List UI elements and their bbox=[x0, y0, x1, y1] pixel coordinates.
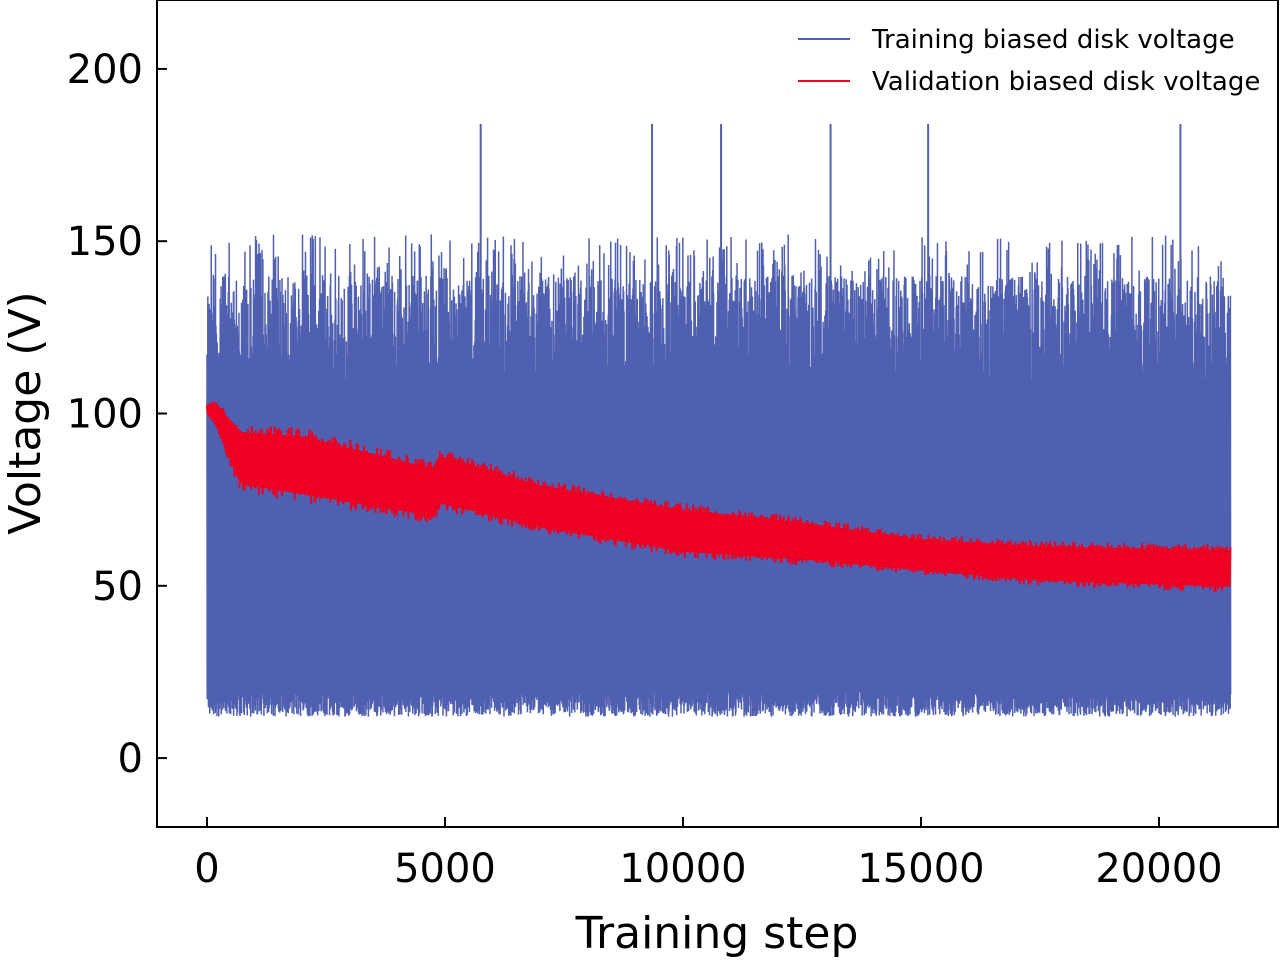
ticks-layer: 0 5000 10000 15000 20000 0 50 100 150 200 bbox=[67, 47, 1223, 892]
x-tick-label: 15000 bbox=[857, 846, 984, 892]
validation-series-band bbox=[206, 403, 1231, 587]
legend-label-validation: Validation biased disk voltage bbox=[872, 67, 1260, 97]
legend: Training biased disk voltage Validation … bbox=[798, 25, 1260, 97]
y-tick-label: 100 bbox=[67, 392, 143, 438]
y-tick-label: 200 bbox=[67, 47, 143, 93]
x-tick-label: 20000 bbox=[1095, 846, 1222, 892]
x-tick-label: 0 bbox=[194, 846, 219, 892]
x-tick-label: 10000 bbox=[619, 846, 746, 892]
y-tick-label: 150 bbox=[67, 219, 143, 265]
legend-label-training: Training biased disk voltage bbox=[871, 25, 1235, 55]
y-axis-label: Voltage (V) bbox=[0, 291, 51, 534]
series-layer bbox=[205, 124, 1232, 717]
x-tick-label: 5000 bbox=[394, 846, 496, 892]
y-tick-label: 50 bbox=[92, 564, 143, 610]
y-tick-label: 0 bbox=[118, 736, 143, 782]
x-axis-label: Training step bbox=[575, 908, 859, 959]
